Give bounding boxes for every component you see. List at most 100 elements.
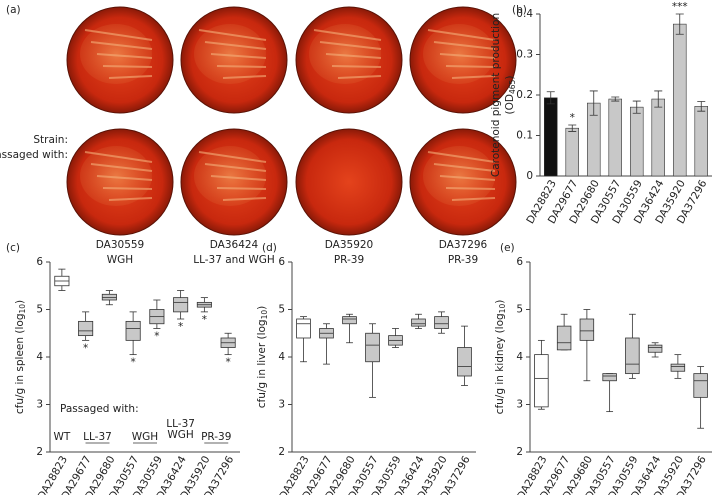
streak (90, 163, 153, 172)
bar (543, 97, 558, 177)
passaged-with: WGH (107, 254, 133, 266)
streak (445, 187, 496, 190)
error-bar (675, 13, 684, 35)
streak (325, 53, 382, 59)
box (602, 373, 617, 382)
y-axis-label: cfu/g in spleen (log10) (14, 300, 27, 414)
bar (608, 98, 622, 177)
streak (198, 29, 267, 41)
y-axis-label-subscript: 10 (18, 304, 27, 314)
y-axis-label-part: ) (14, 300, 26, 304)
box (534, 354, 549, 408)
y-tick-label: 3 (36, 399, 43, 411)
box (693, 373, 708, 398)
streak (427, 29, 496, 41)
streak (198, 151, 267, 163)
y-axis-label: (OD465) (504, 76, 517, 115)
y-tick-label: 5 (36, 304, 43, 316)
y-axis-label-part: cfu/g in liver (log (256, 319, 268, 408)
y-tick-label: 4 (278, 351, 285, 363)
box (647, 344, 663, 353)
passaged-with: LL-37 and WGH (193, 254, 275, 266)
y-tick-label: 0.4 (516, 8, 533, 20)
passaged-group: LL-37 (83, 431, 112, 443)
y-axis-label-part: cfu/g in kidney (log (494, 313, 506, 414)
streak (222, 197, 267, 201)
passaged-group: WT (53, 431, 70, 443)
significance: * (83, 342, 88, 354)
strain-name: DA37296 (439, 239, 488, 251)
box (457, 347, 472, 377)
bacterial-growth (309, 24, 381, 84)
bar (672, 23, 687, 177)
passaged-group: LL-37 (166, 418, 195, 430)
bar (629, 106, 644, 177)
passaged-with: PR-39 (334, 254, 364, 266)
y-tick-label: 2 (36, 446, 43, 458)
y-tick-label: 2 (516, 446, 523, 458)
streak (96, 53, 153, 59)
streak (204, 41, 267, 50)
box (296, 318, 311, 339)
y-tick-label: 0.3 (516, 49, 533, 61)
significance: * (570, 112, 575, 124)
bacterial-growth (80, 146, 152, 206)
y-tick-label: 0.2 (516, 89, 533, 101)
y-axis-label-subscript: 10 (498, 304, 507, 314)
y-axis-label-part: (OD (504, 94, 516, 114)
panel-label: (d) (262, 242, 277, 254)
error-bar (546, 91, 555, 105)
y-axis-label: Carotenoid pigment production (490, 13, 502, 177)
streak (222, 75, 267, 79)
box (78, 320, 94, 337)
y-axis-label-part: Carotenoid pigment production (490, 13, 502, 177)
bacterial-growth (80, 24, 152, 84)
y-tick-label: 5 (516, 304, 523, 316)
error-bar (632, 100, 641, 114)
strain-name: DA36424 (210, 239, 259, 251)
y-axis-label-subscript: 10 (260, 310, 269, 320)
strain-name: DA30559 (96, 239, 145, 251)
bar (651, 98, 665, 177)
passaged-group: WGH (132, 431, 158, 443)
strain-label: Strain: (33, 134, 68, 146)
plate (295, 128, 403, 236)
streak (210, 53, 267, 59)
streak (439, 53, 496, 59)
strain-name: DA35920 (325, 239, 374, 251)
y-axis-label: cfu/g in kidney (log10) (494, 300, 507, 415)
streak (433, 163, 496, 172)
y-tick-label: 4 (516, 351, 523, 363)
box (101, 293, 117, 301)
passaged-group: PR-39 (201, 431, 231, 443)
streak (216, 65, 267, 68)
significance: * (154, 331, 159, 343)
panel-label: (e) (500, 242, 515, 254)
passaged-with: PR-39 (448, 254, 478, 266)
streak (102, 65, 153, 68)
y-tick-label: 2 (278, 446, 285, 458)
y-axis-label-part: cfu/g in spleen (log (14, 314, 26, 415)
box (579, 318, 595, 341)
box (411, 318, 426, 327)
bacterial-growth (194, 146, 266, 206)
box (670, 363, 686, 372)
streak (331, 65, 382, 68)
streak (84, 151, 153, 163)
streak (439, 175, 496, 181)
streak (313, 29, 382, 41)
streak (451, 75, 496, 79)
error-bar (589, 90, 598, 116)
panel-label: (b) (512, 4, 527, 16)
streak (433, 41, 496, 50)
streak (108, 75, 153, 79)
error-bar (568, 124, 577, 132)
bar (565, 127, 579, 177)
y-axis-label-part: ) (256, 306, 268, 310)
passaged-label: Passaged with: (0, 149, 68, 161)
streak (102, 187, 153, 190)
significance: * (226, 357, 231, 369)
y-tick-label: 6 (516, 256, 523, 268)
streak (210, 175, 267, 181)
y-tick-label: 4 (36, 351, 43, 363)
